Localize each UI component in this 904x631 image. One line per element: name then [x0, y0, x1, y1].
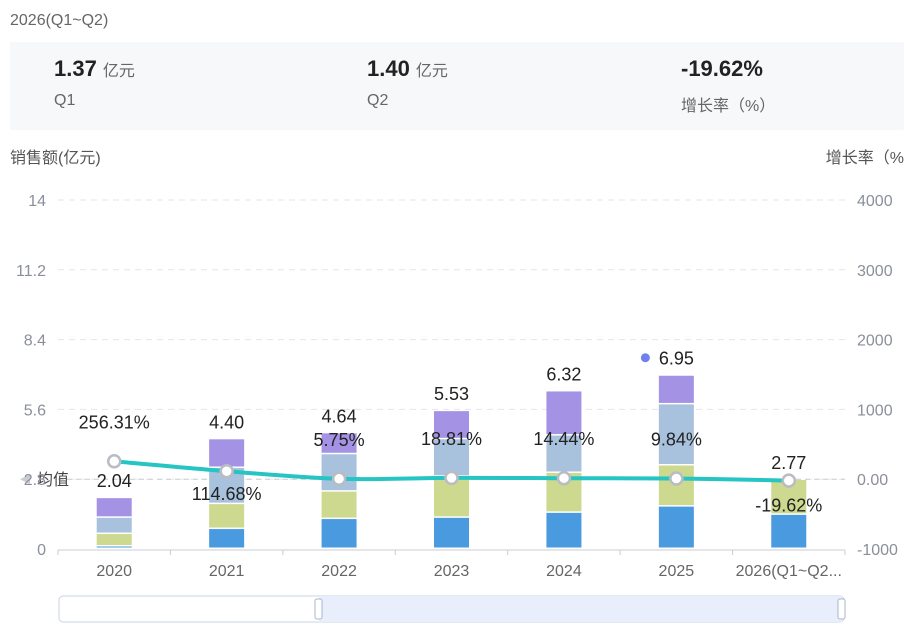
bar-segment[interactable] [771, 514, 807, 548]
right-tick-label: 3000 [857, 263, 893, 280]
stat-q2-unit: 亿元 [415, 63, 448, 80]
growth-label: 114.68% [192, 484, 262, 504]
stat-q1-unit: 亿元 [102, 63, 135, 80]
left-tick-label: 2.8 [24, 472, 46, 489]
bar-segment[interactable] [96, 498, 132, 517]
stat-growth: -19.62% 增长率（%） [681, 56, 775, 116]
stat-q2-value: 1.40 [367, 56, 410, 81]
stat-q2-label: Q2 [367, 92, 389, 109]
bar-total-label: 4.64 [322, 406, 357, 426]
growth-point[interactable] [781, 473, 797, 488]
bar-segment[interactable] [546, 512, 582, 548]
left-axis-title: 销售额(亿元) [10, 149, 101, 167]
right-tick-label: 2000 [857, 333, 893, 350]
bar-segment[interactable] [546, 391, 582, 435]
stat-q1-value: 1.37 [54, 56, 97, 81]
zoom-handle-left[interactable] [314, 598, 323, 620]
right-axis-title: 增长率（% [826, 149, 904, 167]
sales-growth-chart: 均值 销售额(亿元) 增长率（% 14 11.2 8.4 5.6 2.8 0 4000 3000 2… [10, 149, 904, 623]
stat-q1: 1.37 亿元 Q1 [54, 56, 135, 110]
bar-segment[interactable] [434, 517, 469, 548]
left-tick-label: 14 [28, 193, 46, 210]
average-label: 均值 [37, 471, 69, 489]
x-tick-label: 2026(Q1~Q2... [736, 563, 842, 580]
bar-total-label: 2.77 [771, 453, 806, 473]
bar-segment[interactable] [96, 534, 132, 546]
right-tick-label: -1000 [857, 542, 898, 559]
bar-segment[interactable] [434, 439, 469, 476]
bar-total-label: 2.04 [97, 471, 132, 491]
x-tick-label: 2025 [659, 563, 695, 580]
zoom-selection[interactable] [319, 596, 842, 622]
bar-total-label: 6.95 [659, 349, 694, 369]
growth-point[interactable] [331, 471, 347, 487]
bar-segment[interactable] [321, 519, 357, 548]
bar-segment[interactable] [321, 491, 357, 518]
left-tick-label: 0 [37, 542, 46, 559]
stat-growth-label: 增长率（%） [681, 98, 776, 115]
growth-point[interactable] [669, 471, 684, 486]
stat-q2: 1.40 亿元 Q2 [367, 56, 448, 110]
left-tick-label: 5.6 [24, 402, 46, 419]
growth-label: 5.75% [314, 430, 365, 450]
growth-label: 9.84% [651, 430, 702, 450]
zoom-handle-right[interactable] [837, 598, 846, 620]
axis-layer: 销售额(亿元) 增长率（% 14 11.2 8.4 5.6 2.8 0 4000 3000 2000… [10, 149, 904, 580]
growth-label: 14.44% [533, 429, 594, 449]
bar-segment[interactable] [209, 439, 245, 467]
left-tick-label: 11.2 [16, 263, 46, 280]
zoom-slider[interactable] [58, 595, 846, 623]
bar-total-label: 5.53 [434, 384, 469, 404]
period-title: 2026(Q1~Q2) [10, 12, 109, 29]
bar-segment[interactable] [658, 404, 694, 464]
average-line-layer: 均值 [20, 471, 845, 489]
stat-q1-label: Q1 [54, 92, 76, 109]
right-tick-label: 0.00 [857, 472, 888, 489]
x-tick-label: 2022 [321, 563, 357, 580]
bar-segment[interactable] [96, 517, 132, 533]
x-tick-label: 2020 [96, 563, 132, 580]
stat-growth-value: -19.62% [681, 56, 763, 81]
bar-segment[interactable] [546, 435, 582, 472]
label-layer: 2.04 4.40 4.64 5.53 6.32 6.95 2.77 256.31% 114.6… [79, 349, 823, 516]
growth-label: 18.81% [421, 429, 482, 449]
bar-segment[interactable] [434, 411, 469, 438]
growth-point[interactable] [444, 470, 459, 486]
summary-panel: 1.37 亿元 Q1 1.40 亿元 Q2 -19.62% 增长率（%） [10, 42, 904, 130]
bar-segment[interactable] [658, 506, 694, 548]
bar-segment[interactable] [209, 529, 245, 548]
x-tick-label: 2024 [546, 563, 582, 580]
growth-line-layer [106, 454, 797, 488]
growth-point[interactable] [106, 454, 122, 469]
growth-label: 256.31% [79, 412, 150, 432]
highlight-dot-icon [640, 353, 650, 363]
x-tick-label: 2023 [434, 563, 470, 580]
right-tick-label: 4000 [857, 193, 893, 210]
bar-segment[interactable] [321, 433, 357, 453]
left-tick-label: 8.4 [24, 333, 46, 350]
bar-total-label: 6.32 [546, 364, 581, 384]
average-arrow-icon [20, 474, 30, 485]
right-tick-label: 1000 [857, 402, 893, 419]
growth-point[interactable] [556, 470, 572, 486]
bar-segment[interactable] [658, 375, 694, 403]
x-tick-label: 2021 [209, 563, 245, 580]
bar-total-label: 4.40 [209, 412, 244, 432]
growth-point[interactable] [219, 463, 234, 479]
bar-segment[interactable] [96, 546, 132, 548]
growth-label: -19.62% [755, 496, 822, 516]
bar-segment[interactable] [209, 504, 245, 528]
